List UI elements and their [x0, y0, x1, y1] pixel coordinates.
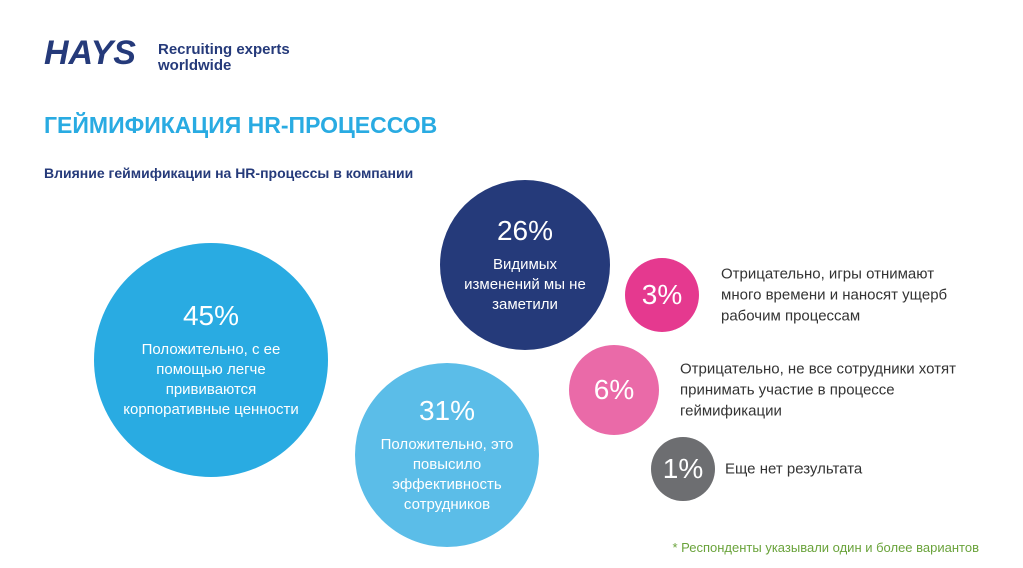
- bubble-label: Положительно, это повысило эффективность…: [380, 436, 514, 513]
- tagline: worldwide: [158, 57, 232, 74]
- bubble: 3%: [625, 258, 699, 332]
- bubble-label: Видимых изменений мы не заметили: [464, 256, 586, 313]
- value-label: 31%: [418, 395, 476, 426]
- tagline: Recruiting experts: [158, 41, 290, 58]
- bubble-label: Положительно, с ее помощью легче привива…: [123, 341, 299, 418]
- value-label: 26%: [496, 215, 554, 246]
- value-label: 6%: [593, 374, 635, 405]
- bubble: 1%: [651, 437, 715, 501]
- value-label: 3%: [641, 279, 683, 310]
- chart-subtitle: Влияние геймификации на HR-процессы в ко…: [44, 165, 414, 181]
- chart-title: ГЕЙМИФИКАЦИЯ HR-ПРОЦЕССОВ: [44, 112, 438, 138]
- bubble: 26% Видимых изменений мы не заметили: [440, 180, 610, 350]
- bubble: 6%: [569, 345, 659, 435]
- bubble: 45% Положительно, с ее помощью легче прив…: [94, 243, 328, 477]
- bubble: 31% Положительно, это повысило эффективно…: [355, 363, 539, 547]
- bubble-label: Отрицательно, не все сотрудники хотят пр…: [680, 360, 956, 420]
- bubble-label: Отрицательно, игры отнимают много времен…: [721, 265, 948, 325]
- logo: HAYS: [44, 34, 136, 72]
- bubble-label: Еще нет результата: [725, 460, 863, 478]
- value-label: 45%: [182, 300, 240, 331]
- value-label: 1%: [662, 453, 704, 484]
- footnote: * Респонденты указывали один и более вар…: [672, 540, 979, 555]
